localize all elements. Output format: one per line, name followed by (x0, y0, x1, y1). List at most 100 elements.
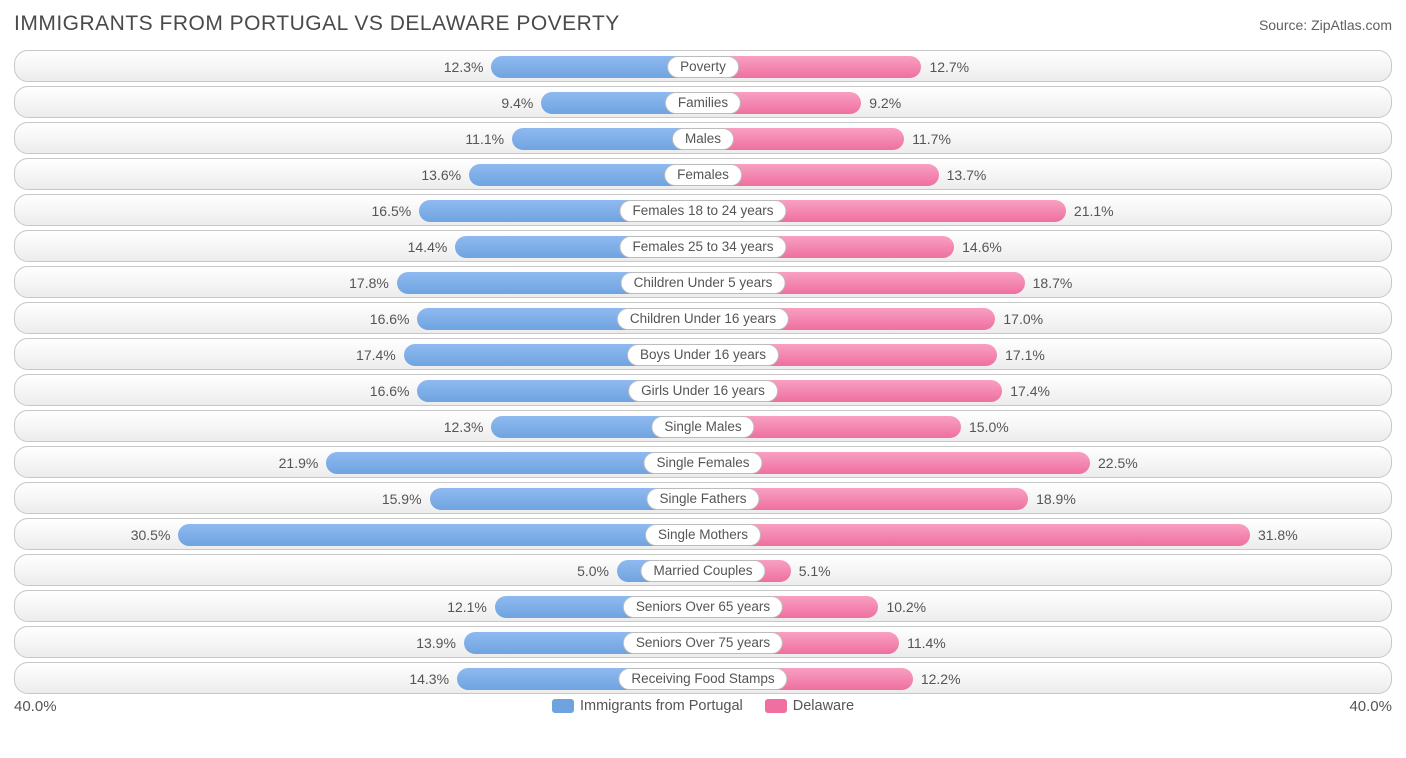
right-half: 17.0% (703, 303, 1391, 333)
right-half: 11.7% (703, 123, 1391, 153)
left-half: 13.6% (15, 159, 703, 189)
bar-right (703, 524, 1250, 546)
right-half: 31.8% (703, 519, 1391, 549)
right-half: 11.4% (703, 627, 1391, 657)
value-left: 12.3% (444, 51, 484, 83)
category-pill: Single Mothers (645, 524, 761, 546)
right-half: 10.2% (703, 591, 1391, 621)
left-half: 17.8% (15, 267, 703, 297)
right-half: 5.1% (703, 555, 1391, 585)
right-half: 13.7% (703, 159, 1391, 189)
right-half: 21.1% (703, 195, 1391, 225)
value-right: 13.7% (947, 159, 987, 191)
value-right: 17.4% (1010, 375, 1050, 407)
left-half: 21.9% (15, 447, 703, 477)
left-half: 12.1% (15, 591, 703, 621)
chart-row: 16.6% 17.4% Girls Under 16 years (14, 374, 1392, 406)
left-half: 12.3% (15, 411, 703, 441)
chart-title: IMMIGRANTS FROM PORTUGAL VS DELAWARE POV… (14, 12, 620, 36)
chart-footer: 40.0% 40.0% Immigrants from Portugal Del… (14, 698, 1392, 722)
left-half: 16.6% (15, 375, 703, 405)
value-right: 21.1% (1074, 195, 1114, 227)
source-prefix: Source: (1259, 17, 1311, 33)
chart-row: 21.9% 22.5%Single Females (14, 446, 1392, 478)
category-pill: Married Couples (640, 560, 765, 582)
category-pill: Males (672, 128, 734, 150)
right-half: 9.2% (703, 87, 1391, 117)
bar-left (178, 524, 703, 546)
category-pill: Females 25 to 34 years (619, 236, 786, 258)
value-right: 18.7% (1033, 267, 1073, 299)
header: IMMIGRANTS FROM PORTUGAL VS DELAWARE POV… (14, 12, 1392, 36)
source-name: ZipAtlas.com (1311, 17, 1392, 33)
right-half: 12.7% (703, 51, 1391, 81)
category-pill: Families (665, 92, 741, 114)
legend-label-right: Delaware (793, 698, 854, 714)
axis-max-left: 40.0% (14, 698, 57, 715)
value-left: 16.6% (370, 375, 410, 407)
value-right: 14.6% (962, 231, 1002, 263)
category-pill: Poverty (667, 56, 739, 78)
value-left: 13.9% (416, 627, 456, 659)
legend-item-right: Delaware (765, 698, 854, 714)
value-left: 14.3% (409, 663, 449, 695)
value-right: 17.1% (1005, 339, 1045, 371)
category-pill: Receiving Food Stamps (618, 668, 787, 690)
value-left: 15.9% (382, 483, 422, 515)
value-right: 11.7% (912, 123, 951, 155)
value-right: 31.8% (1258, 519, 1298, 551)
chart-row: 12.3% 12.7% Poverty (14, 50, 1392, 82)
right-half: 22.5% (703, 447, 1391, 477)
value-right: 5.1% (799, 555, 831, 587)
chart-row: 16.6% 17.0% Children Under 16 years (14, 302, 1392, 334)
chart-source: Source: ZipAtlas.com (1259, 17, 1392, 33)
right-half: 17.4% (703, 375, 1391, 405)
value-right: 12.2% (921, 663, 961, 695)
legend-item-left: Immigrants from Portugal (552, 698, 743, 714)
left-half: 16.6% (15, 303, 703, 333)
right-half: 18.9% (703, 483, 1391, 513)
legend-swatch-right (765, 699, 787, 713)
value-right: 10.2% (886, 591, 926, 623)
right-half: 18.7% (703, 267, 1391, 297)
value-right: 9.2% (869, 87, 901, 119)
left-half: 14.3% (15, 663, 703, 693)
chart-row: 12.1% 10.2% Seniors Over 65 years (14, 590, 1392, 622)
category-pill: Single Males (651, 416, 754, 438)
chart-row: 11.1% 11.7% Males (14, 122, 1392, 154)
left-half: 9.4% (15, 87, 703, 117)
value-right: 12.7% (929, 51, 969, 83)
chart-row: 16.5%21.1%Females 18 to 24 years (14, 194, 1392, 226)
left-half: 17.4% (15, 339, 703, 369)
legend-swatch-left (552, 699, 574, 713)
chart-row: 14.3% 12.2% Receiving Food Stamps (14, 662, 1392, 694)
value-left: 11.1% (465, 123, 504, 155)
value-right: 15.0% (969, 411, 1009, 443)
category-pill: Females 18 to 24 years (619, 200, 786, 222)
value-left: 16.6% (370, 303, 410, 335)
value-left: 9.4% (501, 87, 533, 119)
category-pill: Seniors Over 75 years (623, 632, 783, 654)
value-left: 12.3% (444, 411, 484, 443)
right-half: 14.6% (703, 231, 1391, 261)
left-half: 13.9% (15, 627, 703, 657)
category-pill: Females (664, 164, 742, 186)
category-pill: Children Under 16 years (617, 308, 789, 330)
left-half: 5.0% (15, 555, 703, 585)
category-pill: Single Fathers (646, 488, 759, 510)
left-half: 12.3% (15, 51, 703, 81)
left-half: 14.4% (15, 231, 703, 261)
value-right: 17.0% (1003, 303, 1043, 335)
chart-row: 12.3% 15.0% Single Males (14, 410, 1392, 442)
value-left: 5.0% (577, 555, 609, 587)
chart-row: 17.8%18.7%Children Under 5 years (14, 266, 1392, 298)
value-left: 21.9% (279, 447, 319, 479)
category-pill: Seniors Over 65 years (623, 596, 783, 618)
chart-row: 9.4% 9.2% Families (14, 86, 1392, 118)
value-left: 30.5% (131, 519, 171, 551)
category-pill: Single Females (643, 452, 762, 474)
left-half: 30.5% (15, 519, 703, 549)
value-right: 11.4% (907, 627, 946, 659)
axis-max-right: 40.0% (1349, 698, 1392, 715)
category-pill: Girls Under 16 years (628, 380, 778, 402)
